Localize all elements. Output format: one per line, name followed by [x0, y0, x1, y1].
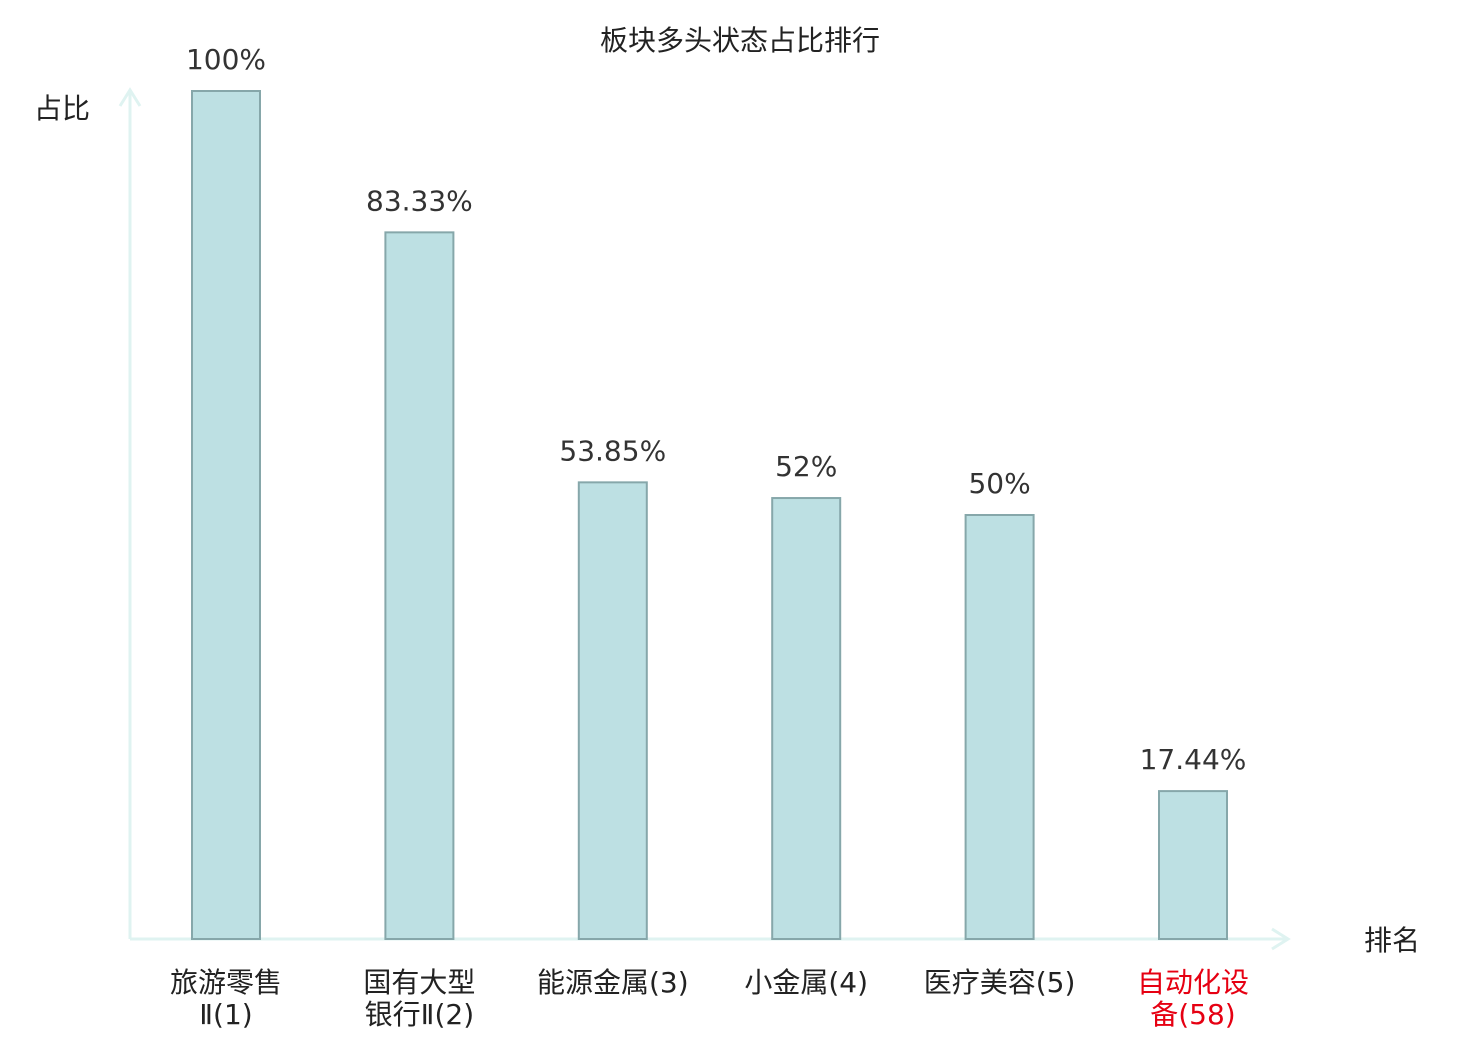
x-tick-label: 国有大型 [363, 966, 475, 999]
chart-title: 板块多头状态占比排行 [600, 24, 880, 57]
value-label: 17.44% [1140, 743, 1247, 776]
x-tick-label: 备(58) [1150, 998, 1235, 1031]
bar [1158, 790, 1228, 941]
x-tick-label: Ⅱ(1) [199, 998, 252, 1031]
x-tick-label: 自动化设 [1137, 966, 1249, 999]
value-label: 52% [775, 450, 837, 483]
value-label: 83.33% [366, 184, 473, 217]
x-axis-arrow [1271, 927, 1291, 951]
bar [384, 231, 455, 941]
value-label: 100% [186, 43, 266, 76]
x-tick-label: 银行Ⅱ(2) [365, 998, 474, 1031]
y-axis-label: 占比 [34, 92, 90, 125]
bar [577, 481, 648, 940]
x-tick-label: 能源金属(3) [537, 966, 689, 999]
x-axis-label: 排名 [1364, 924, 1420, 957]
x-tick-label: 旅游零售 [170, 966, 282, 999]
bar [191, 90, 261, 940]
value-label: 50% [968, 467, 1030, 500]
x-tick-label: 医疗美容(5) [924, 966, 1076, 999]
y-axis-arrow [118, 87, 142, 107]
x-tick-label: 小金属(4) [744, 966, 868, 999]
value-label: 53.85% [559, 434, 666, 467]
bar [964, 514, 1035, 940]
bar [771, 497, 842, 940]
